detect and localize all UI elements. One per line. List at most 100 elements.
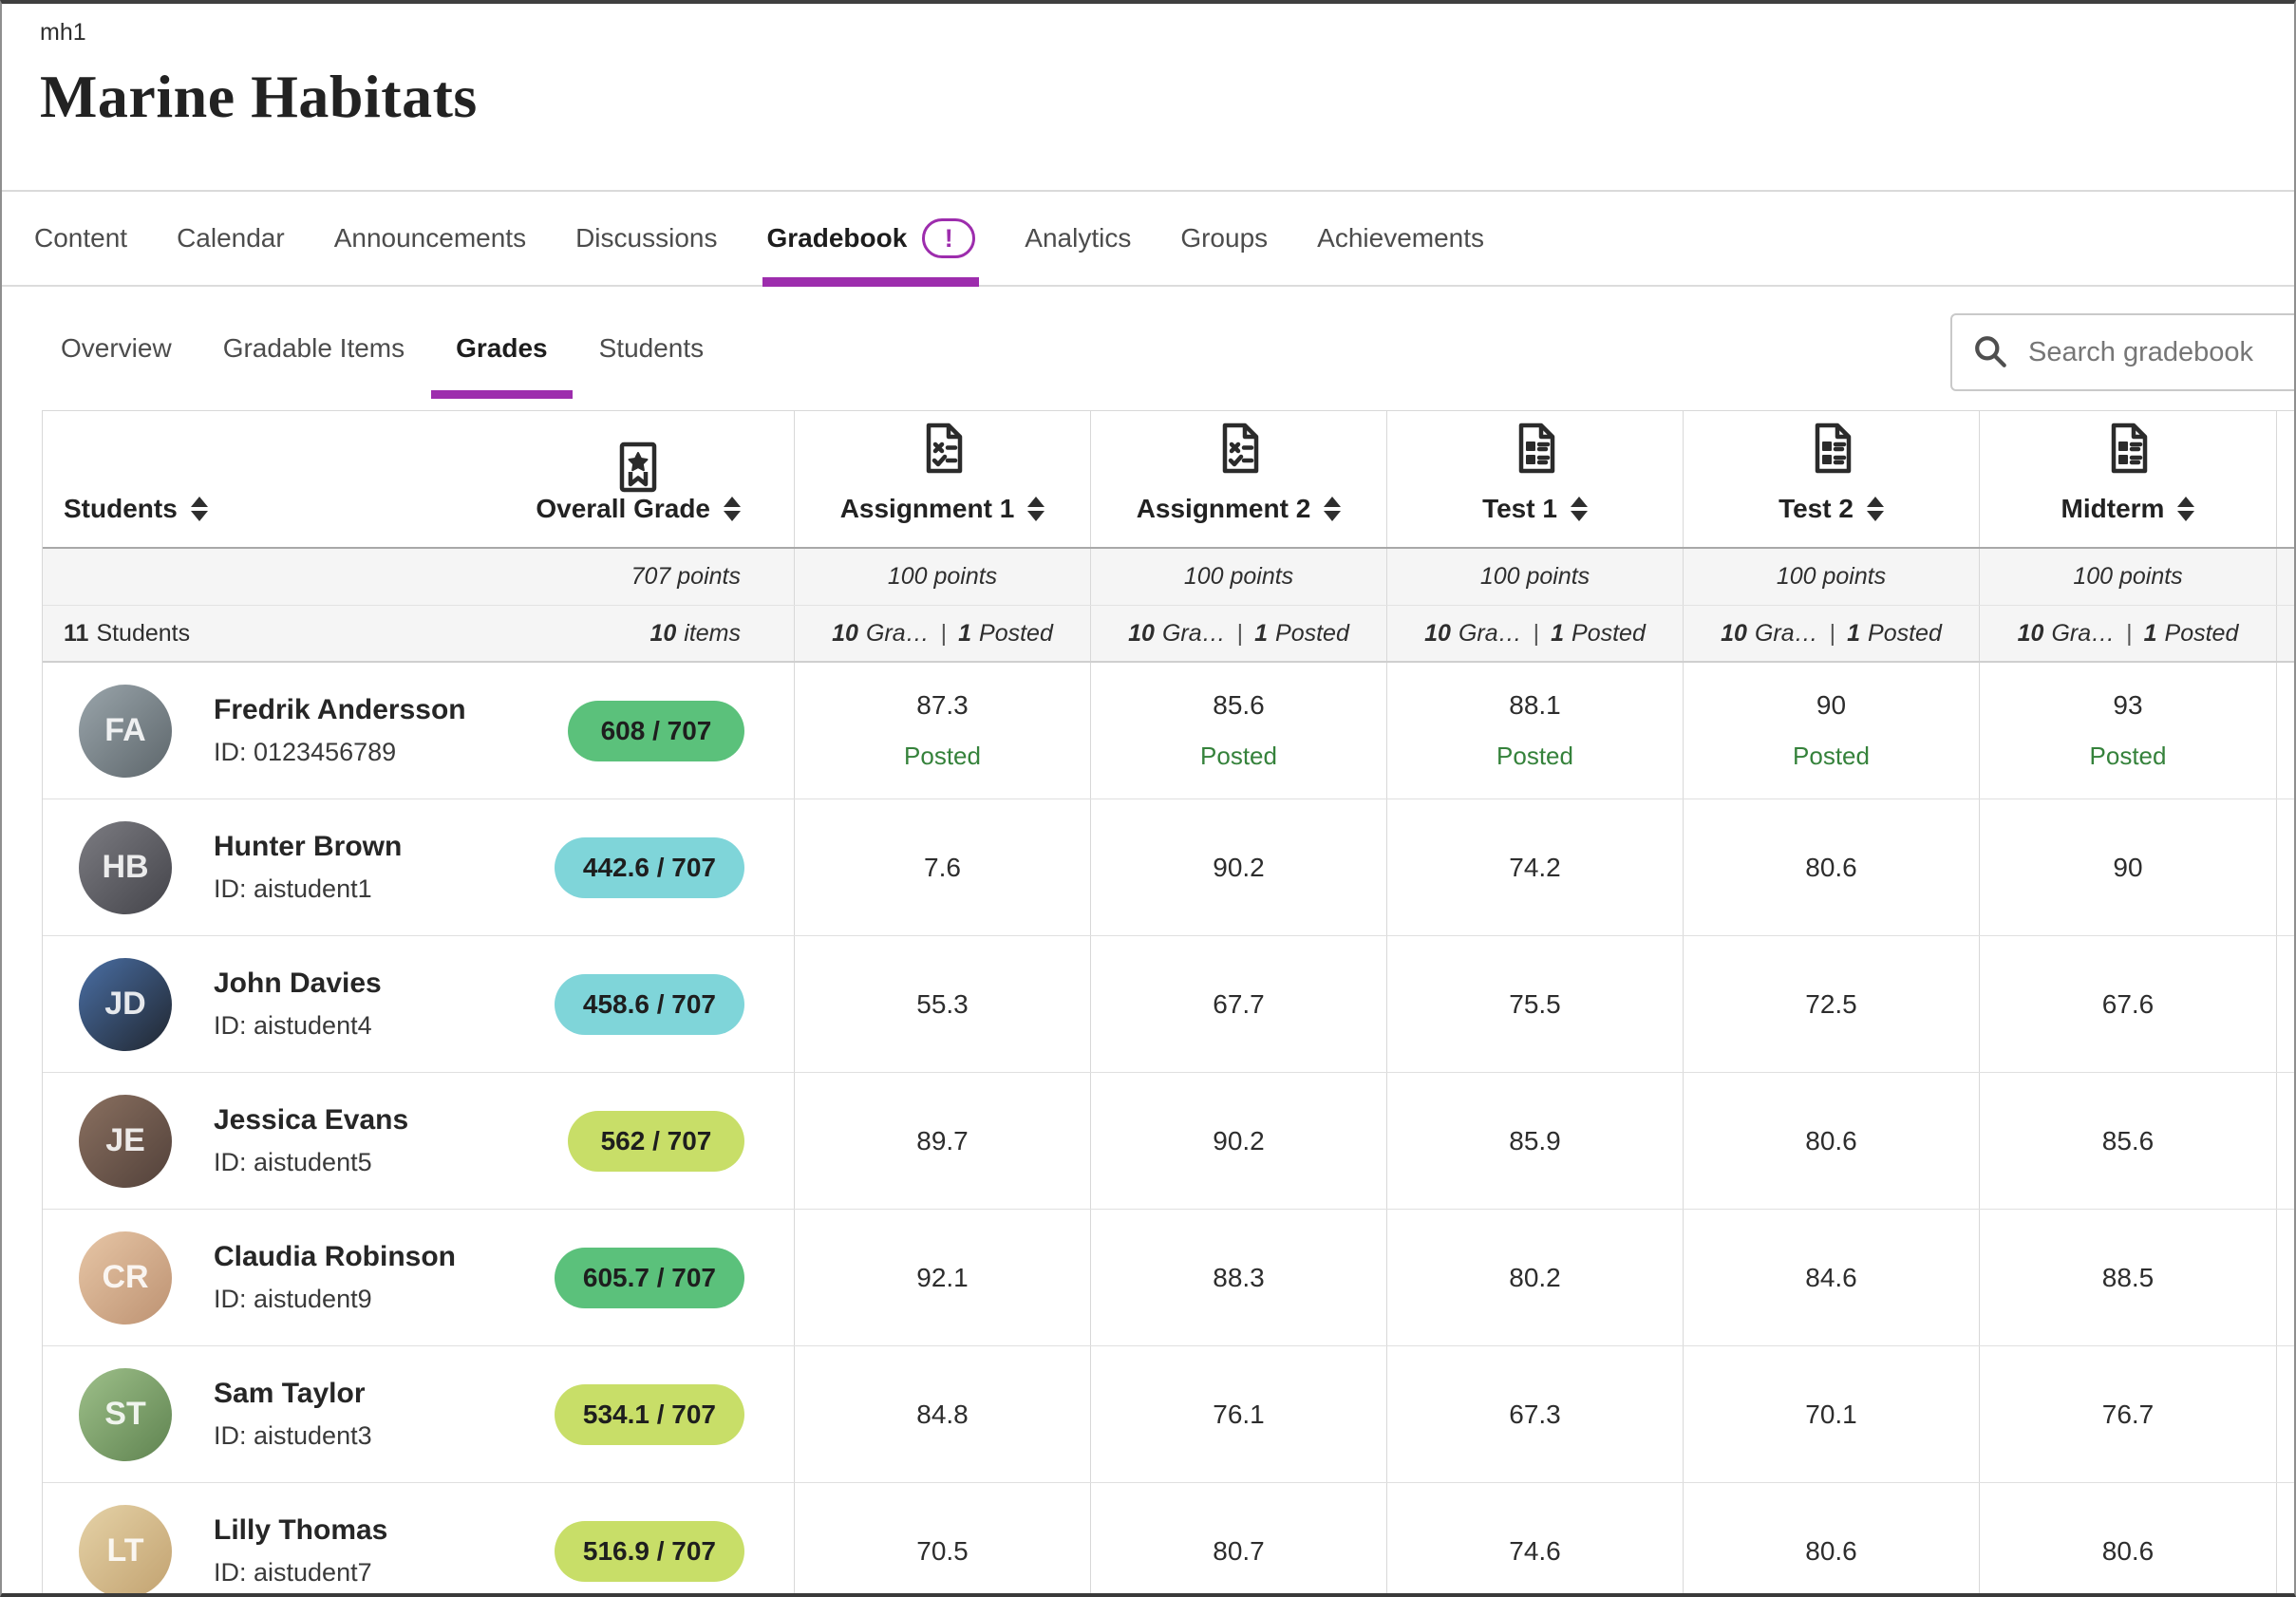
sort-icon[interactable]	[1324, 497, 1342, 521]
tab-analytics[interactable]: Analytics	[1025, 192, 1131, 285]
grade-value: 70.5	[916, 1535, 969, 1566]
tab-calendar[interactable]: Calendar	[177, 192, 285, 285]
sort-icon[interactable]	[1027, 497, 1045, 521]
gradebook-subnav: Overview Gradable Items Grades Students	[2, 287, 2294, 410]
tab-groups[interactable]: Groups	[1180, 192, 1268, 285]
tab-achievements[interactable]: Achievements	[1317, 192, 1484, 285]
graded-posted-summary: 10 Gra… | 1 Posted	[1090, 606, 1386, 661]
sort-icon[interactable]	[724, 497, 741, 521]
tab-label: Achievements	[1317, 223, 1485, 253]
overall-grade-pill[interactable]: 534.1 / 707	[554, 1383, 744, 1445]
subtab-overview[interactable]: Overview	[61, 287, 172, 410]
grade-cell[interactable]: 80.6	[1979, 1483, 2276, 1593]
tab-label: Announcements	[333, 223, 527, 253]
grade-value: 90	[2113, 852, 2143, 882]
tab-discussions[interactable]: Discussions	[575, 192, 717, 285]
grade-cell[interactable]: 84.6	[1683, 1210, 1979, 1345]
overall-grade-column-header[interactable]: Overall Grade	[536, 441, 741, 524]
subtab-grades[interactable]: Grades	[431, 287, 572, 410]
partial-column	[2276, 1483, 2294, 1593]
sort-icon[interactable]	[2177, 497, 2195, 521]
grade-cell[interactable]: 85.6	[1979, 1073, 2276, 1209]
student-cell[interactable]: CR Claudia Robinson ID: aistudent9 605.7 …	[43, 1210, 794, 1345]
sort-icon[interactable]	[1866, 497, 1884, 521]
tab-content[interactable]: Content	[34, 192, 127, 285]
tab-gradebook[interactable]: Gradebook !	[762, 192, 980, 287]
grade-cell[interactable]: 84.8	[794, 1346, 1090, 1482]
grade-value: 55.3	[916, 988, 969, 1019]
grade-cell[interactable]: 85.6 Posted	[1090, 663, 1386, 798]
grade-cell[interactable]: 80.6	[1683, 1073, 1979, 1209]
grade-cell[interactable]: 72.5	[1683, 936, 1979, 1072]
table-row: FA Fredrik Andersson ID: 0123456789 608 /…	[43, 663, 2294, 799]
grade-cell[interactable]: 70.1	[1683, 1346, 1979, 1482]
column-header-label: Assignment 2	[1136, 494, 1311, 523]
test2-column-header[interactable]: Test 2	[1683, 411, 1979, 547]
grade-cell[interactable]: 92.1	[794, 1210, 1090, 1345]
grade-cell[interactable]: 89.7	[794, 1073, 1090, 1209]
grade-cell[interactable]: 85.9	[1386, 1073, 1683, 1209]
grade-cell[interactable]: 90 Posted	[1683, 663, 1979, 798]
students-column-header[interactable]: Students	[64, 494, 208, 524]
assignment1-column-header[interactable]: Assignment 1	[794, 411, 1090, 547]
grade-cell[interactable]: 90	[1979, 799, 2276, 935]
grade-cell[interactable]: 93 Posted	[1979, 663, 2276, 798]
overall-grade-pill[interactable]: 562 / 707	[568, 1110, 744, 1172]
grade-cell[interactable]: 88.5	[1979, 1210, 2276, 1345]
grade-cell[interactable]: 74.2	[1386, 799, 1683, 935]
grade-cell[interactable]: 70.5	[794, 1483, 1090, 1593]
subtab-students[interactable]: Students	[599, 287, 705, 410]
grade-value: 70.1	[1805, 1399, 1857, 1429]
grade-cell[interactable]: 80.7	[1090, 1483, 1386, 1593]
grade-cell[interactable]: 67.7	[1090, 936, 1386, 1072]
grade-cell[interactable]: 90.2	[1090, 799, 1386, 935]
search-input[interactable]	[2026, 335, 2268, 369]
tab-announcements[interactable]: Announcements	[334, 192, 526, 285]
grade-cell[interactable]: 67.3	[1386, 1346, 1683, 1482]
grade-cell[interactable]: 76.7	[1979, 1346, 2276, 1482]
grade-value: 80.2	[1509, 1262, 1561, 1292]
overall-grade-pill[interactable]: 608 / 707	[568, 700, 744, 761]
grade-value: 80.6	[1805, 852, 1857, 882]
student-cell[interactable]: HB Hunter Brown ID: aistudent1 442.6 / 70…	[43, 799, 794, 935]
midterm-column-header[interactable]: Midterm	[1979, 411, 2276, 547]
grade-cell[interactable]: 88.3	[1090, 1210, 1386, 1345]
overall-grade-pill[interactable]: 442.6 / 707	[554, 836, 744, 898]
graded-posted-summary: 10 Gra… | 1 Posted	[1683, 606, 1979, 661]
students-header-label: Students	[64, 494, 178, 523]
grade-value: 80.6	[1805, 1125, 1857, 1155]
subtab-gradable-items[interactable]: Gradable Items	[223, 287, 405, 410]
grade-cell[interactable]: 7.6	[794, 799, 1090, 935]
assignment2-column-header[interactable]: Assignment 2	[1090, 411, 1386, 547]
grade-cell[interactable]: 74.6	[1386, 1483, 1683, 1593]
student-cell[interactable]: JD John Davies ID: aistudent4 458.6 / 707	[43, 936, 794, 1072]
grade-cell[interactable]: 80.6	[1683, 1483, 1979, 1593]
subtab-label: Gradable Items	[222, 333, 405, 363]
overall-grade-pill[interactable]: 458.6 / 707	[554, 973, 744, 1035]
grade-cell[interactable]: 76.1	[1090, 1346, 1386, 1482]
overall-grade-pill[interactable]: 605.7 / 707	[554, 1247, 744, 1308]
grade-cell[interactable]: 90.2	[1090, 1073, 1386, 1209]
student-name: Jessica Evans	[214, 1104, 409, 1136]
items-label: items	[684, 619, 741, 647]
grade-cell[interactable]: 75.5	[1386, 936, 1683, 1072]
grade-cell[interactable]: 88.1 Posted	[1386, 663, 1683, 798]
test1-column-header[interactable]: Test 1	[1386, 411, 1683, 547]
grade-cell[interactable]: 80.6	[1683, 799, 1979, 935]
sort-icon[interactable]	[1570, 497, 1588, 521]
grade-cell[interactable]: 67.6	[1979, 936, 2276, 1072]
student-cell[interactable]: JE Jessica Evans ID: aistudent5 562 / 707	[43, 1073, 794, 1209]
grade-value: 67.3	[1509, 1399, 1561, 1429]
sort-icon[interactable]	[190, 497, 208, 521]
student-id: ID: aistudent7	[214, 1558, 372, 1587]
overall-grade-pill[interactable]: 516.9 / 707	[554, 1520, 744, 1582]
student-cell[interactable]: LT Lilly Thomas ID: aistudent7 516.9 / 70…	[43, 1483, 794, 1593]
student-id: ID: aistudent9	[214, 1285, 372, 1313]
student-cell[interactable]: FA Fredrik Andersson ID: 0123456789 608 /…	[43, 663, 794, 798]
student-cell[interactable]: ST Sam Taylor ID: aistudent3 534.1 / 707	[43, 1346, 794, 1482]
column-points: 100 points	[1090, 549, 1386, 605]
grade-cell[interactable]: 80.2	[1386, 1210, 1683, 1345]
grade-cell[interactable]: 87.3 Posted	[794, 663, 1090, 798]
grade-cell[interactable]: 55.3	[794, 936, 1090, 1072]
